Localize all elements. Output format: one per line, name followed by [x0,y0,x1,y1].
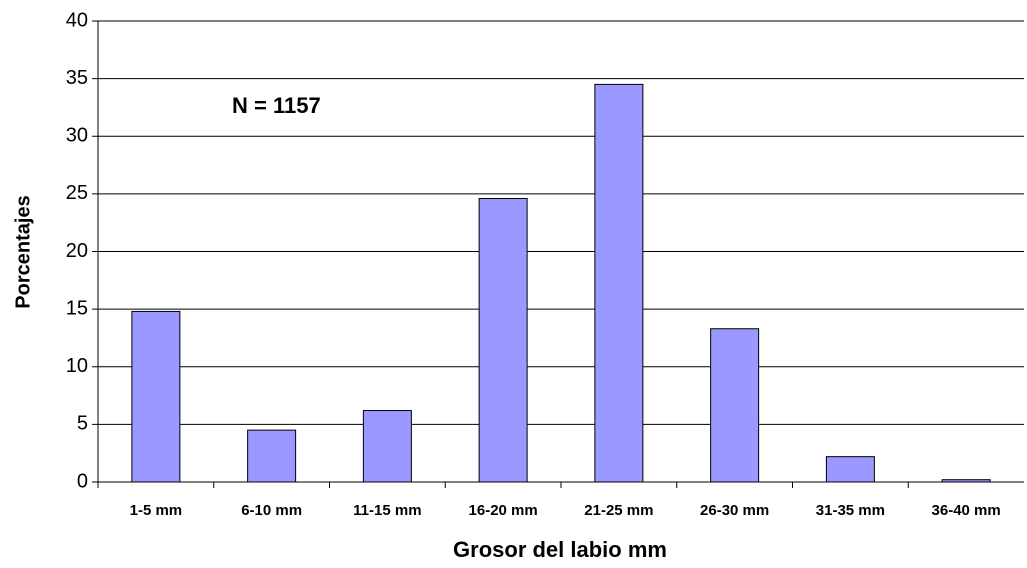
y-axis-label: Porcentajes [12,195,34,308]
bar [247,429,297,483]
y-tick-label: 0 [77,470,88,492]
bar [362,410,412,483]
x-axis-label: Grosor del labio mm [453,537,667,562]
bar [478,197,528,483]
y-tick-label: 25 [66,182,88,204]
x-tick-label: 21-25 mm [584,502,653,519]
y-tick-label: 5 [77,413,88,435]
bar [594,83,644,483]
y-tick-label: 30 [66,125,88,147]
annotation: N = 1157 [232,93,321,118]
y-tick-label: 40 [66,9,88,31]
x-tick-label: 16-20 mm [469,502,538,519]
y-tick-label: 20 [66,240,88,262]
y-tick-label: 10 [66,355,88,377]
bar [825,456,875,483]
x-tick-label: 1-5 mm [130,502,183,519]
x-tick-label: 31-35 mm [816,502,885,519]
x-tick-label: 11-15 mm [353,502,421,519]
bar [131,310,181,483]
bar [710,328,760,483]
x-tick-label: 26-30 mm [700,502,769,519]
x-tick-label: 6-10 mm [241,502,302,519]
y-tick-label: 35 [66,67,88,89]
x-tick-label: 36-40 mm [932,502,1001,519]
y-tick-label: 15 [66,297,88,319]
